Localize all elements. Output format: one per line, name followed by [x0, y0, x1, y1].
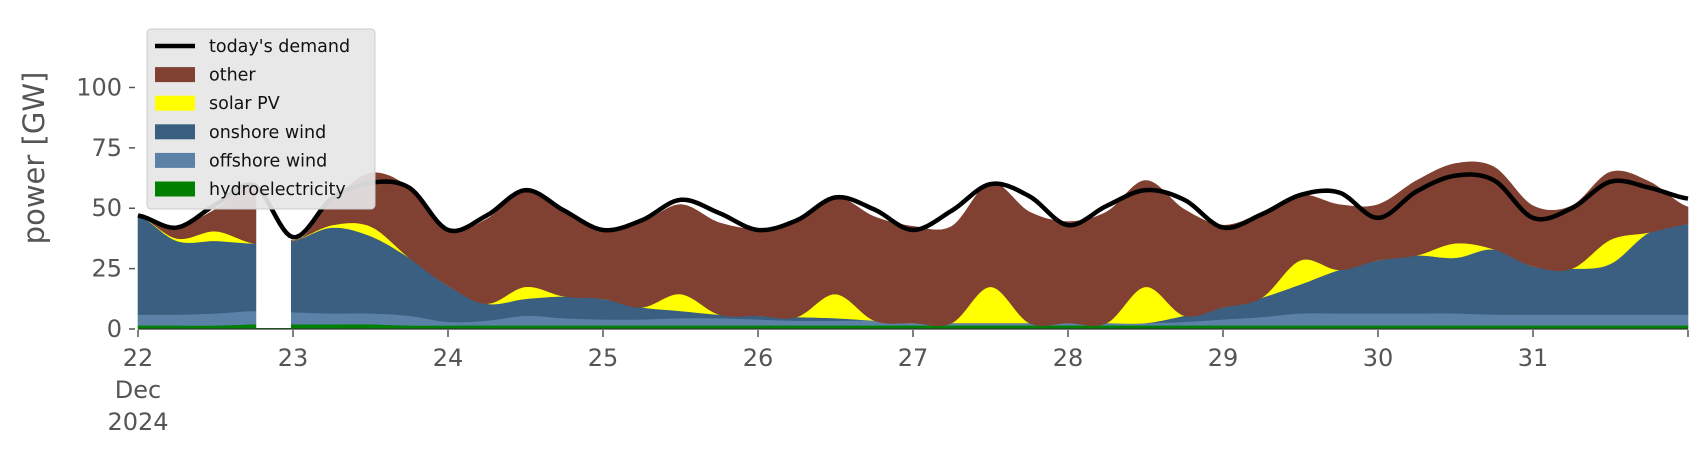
- legend-box: [146, 28, 376, 210]
- legend-swatch-hydroelectricity: [155, 181, 195, 197]
- x-tick-label-3-0: 25: [588, 344, 619, 372]
- y-tick-label-25: 25: [91, 255, 122, 283]
- y-tick-label-0: 0: [107, 315, 122, 343]
- y-tick-label-50: 50: [91, 194, 122, 222]
- y-tick-label-75: 75: [91, 134, 122, 162]
- x-tick-label-7-0: 29: [1208, 344, 1239, 372]
- legend-label-solar-pv: solar PV: [209, 94, 280, 114]
- legend-label-other: other: [209, 66, 256, 86]
- y-tick-label-100: 100: [76, 73, 122, 101]
- x-tick-label-8-0: 30: [1363, 344, 1394, 372]
- area-other: [137, 161, 1689, 327]
- x-tick-label-1-0: 23: [278, 344, 309, 372]
- x-tick-label-0-0: 22: [123, 344, 154, 372]
- x-tick-label-5-0: 27: [898, 344, 929, 372]
- x-tick-label-4-0: 26: [743, 344, 774, 372]
- x-tick-label-2-0: 24: [433, 344, 464, 372]
- x-tick-label-0-2: 2024: [107, 408, 168, 436]
- x-tick-label-0-1: Dec: [115, 376, 161, 404]
- legend: today's demand other solar PV onshore wind o…: [146, 28, 376, 210]
- legend-swatch-solar-pv: [155, 95, 195, 111]
- axes: 0 25 50 75 100 22 Dec 2024 23 24 25 26 27 28 29 30 31: [76, 73, 1689, 436]
- demand-line: [137, 172, 1689, 240]
- y-axis-label: power [GW]: [17, 72, 51, 245]
- demand-layer: [137, 172, 1689, 240]
- legend-label-today-s-demand: today's demand: [209, 37, 350, 57]
- legend-swatch-other: [155, 67, 195, 83]
- x-tick-label-6-0: 28: [1053, 344, 1084, 372]
- legend-label-hydroelectricity: hydroelectricity: [209, 180, 346, 200]
- legend-label-offshore-wind: offshore wind: [209, 151, 327, 171]
- legend-label-onshore-wind: onshore wind: [209, 123, 326, 143]
- legend-swatch-offshore-wind: [155, 152, 195, 168]
- legend-swatch-onshore-wind: [155, 124, 195, 140]
- x-tick-label-9-0: 31: [1518, 344, 1549, 372]
